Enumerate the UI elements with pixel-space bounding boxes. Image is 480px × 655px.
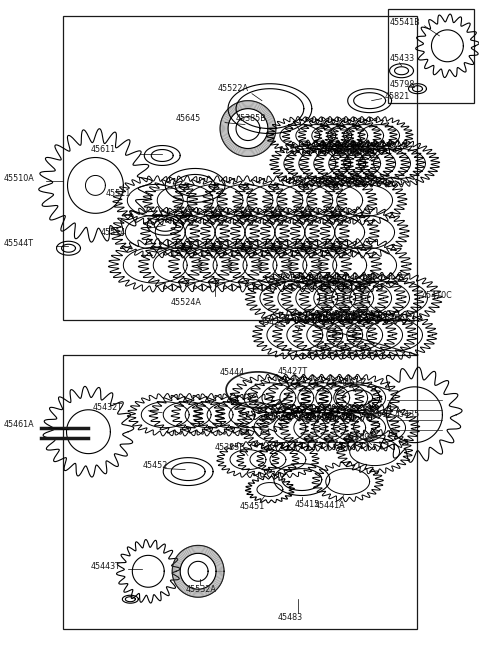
Text: 45435: 45435 <box>395 410 420 419</box>
Text: 45452: 45452 <box>142 461 168 470</box>
Text: 45269A: 45269A <box>345 433 375 442</box>
Bar <box>62 355 418 629</box>
Text: 45514: 45514 <box>100 228 126 236</box>
Text: 45412: 45412 <box>368 410 393 419</box>
Text: 45415: 45415 <box>295 500 320 509</box>
Text: 45410C: 45410C <box>421 291 452 299</box>
Text: 45421A: 45421A <box>330 310 360 320</box>
Text: 45544T: 45544T <box>4 238 34 248</box>
Bar <box>62 16 418 320</box>
Text: 45532A: 45532A <box>185 585 216 593</box>
Text: 45521: 45521 <box>106 189 131 198</box>
Text: 45821: 45821 <box>384 92 410 101</box>
Text: 45427T: 45427T <box>340 148 370 157</box>
Text: 45427T: 45427T <box>260 318 290 326</box>
Text: 45385B: 45385B <box>236 114 267 123</box>
Text: 45433: 45433 <box>390 54 415 64</box>
Text: 45645: 45645 <box>175 114 201 123</box>
Text: 45432T: 45432T <box>93 403 122 412</box>
Text: 45541B: 45541B <box>390 18 420 28</box>
Text: 45611: 45611 <box>340 379 365 387</box>
Text: 45444: 45444 <box>220 368 245 377</box>
Text: 45461A: 45461A <box>4 421 34 429</box>
Bar <box>387 9 474 103</box>
Text: 45483: 45483 <box>278 612 303 622</box>
Text: 45427T: 45427T <box>278 367 308 377</box>
Text: 45443T: 45443T <box>90 562 120 571</box>
Text: 45798: 45798 <box>390 80 415 89</box>
Text: 45441A: 45441A <box>315 501 346 510</box>
Text: 45385B: 45385B <box>215 443 246 452</box>
Text: 45524A: 45524A <box>170 297 201 307</box>
Text: 45451: 45451 <box>240 502 265 511</box>
Text: 45510A: 45510A <box>4 174 35 183</box>
Text: 45522A: 45522A <box>218 84 249 93</box>
Text: 45611: 45611 <box>90 145 116 154</box>
